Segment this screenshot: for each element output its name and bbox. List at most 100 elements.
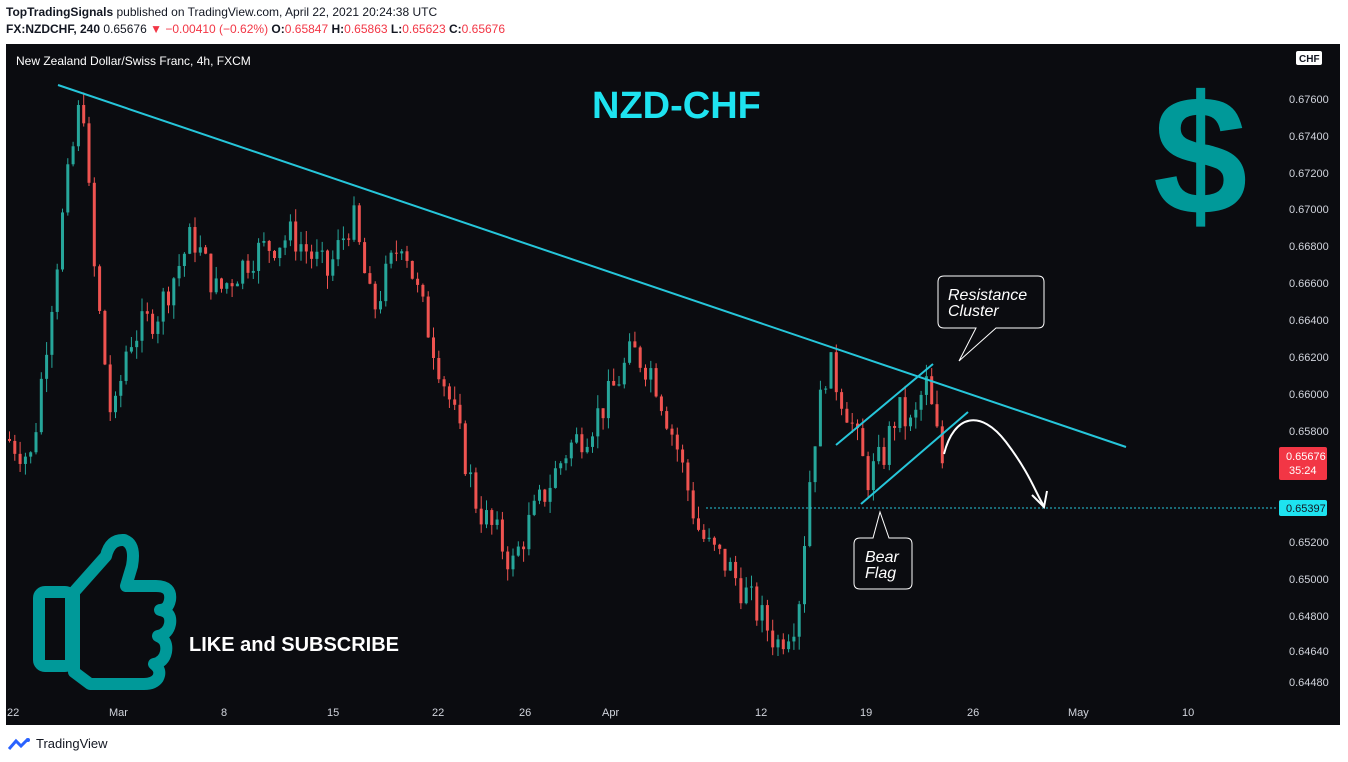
candle-body[interactable] (665, 411, 669, 429)
candle-body[interactable] (416, 278, 420, 285)
candle-body[interactable] (739, 578, 743, 604)
candle-body[interactable] (596, 408, 600, 437)
candle-body[interactable] (702, 529, 706, 539)
candle-body[interactable] (744, 587, 748, 604)
currency-badge[interactable]: CHF (1296, 51, 1322, 65)
candle-body[interactable] (352, 205, 356, 240)
candle-body[interactable] (182, 253, 186, 267)
candle-body[interactable] (273, 250, 276, 259)
candle-body[interactable] (315, 251, 319, 259)
candle-body[interactable] (553, 468, 557, 488)
candle-body[interactable] (829, 352, 833, 389)
candle-body[interactable] (474, 472, 478, 509)
candle-body[interactable] (442, 379, 446, 387)
candle-body[interactable] (495, 519, 499, 525)
candle-body[interactable] (463, 423, 467, 475)
candle-body[interactable] (241, 260, 245, 284)
candle-body[interactable] (728, 561, 732, 571)
flag-lower-line[interactable] (860, 411, 969, 505)
candle-body[interactable] (924, 376, 928, 395)
candle-body[interactable] (622, 362, 626, 385)
candle-body[interactable] (940, 426, 944, 464)
candle-body[interactable] (23, 456, 27, 464)
candle-body[interactable] (220, 278, 223, 289)
candle-body[interactable] (866, 456, 870, 491)
candle-body[interactable] (363, 242, 367, 274)
candle-body[interactable] (251, 270, 255, 273)
candle-body[interactable] (55, 269, 59, 312)
candle-body[interactable] (887, 425, 891, 465)
candle-body[interactable] (569, 442, 573, 459)
candle-body[interactable] (34, 432, 38, 453)
candle-body[interactable] (909, 417, 912, 427)
candle-body[interactable] (803, 546, 806, 605)
candle-body[interactable] (522, 546, 526, 550)
candle-body[interactable] (246, 260, 250, 273)
candle-body[interactable] (71, 146, 75, 165)
candle-body[interactable] (341, 238, 345, 241)
candle-body[interactable] (771, 630, 775, 648)
candle-body[interactable] (686, 462, 690, 491)
candle-body[interactable] (712, 537, 716, 545)
candle-body[interactable] (893, 425, 897, 428)
candle-body[interactable] (606, 380, 610, 419)
candle-body[interactable] (129, 347, 133, 352)
candle-body[interactable] (718, 544, 722, 549)
candle-body[interactable] (654, 368, 658, 397)
candle-body[interactable] (145, 311, 149, 314)
candle-body[interactable] (898, 397, 902, 428)
candle-body[interactable] (405, 251, 409, 261)
candle-body[interactable] (368, 273, 372, 284)
candle-body[interactable] (13, 440, 17, 454)
candle-body[interactable] (787, 641, 791, 650)
candle-body[interactable] (792, 636, 796, 642)
candle-body[interactable] (357, 205, 361, 243)
candle-body[interactable] (204, 247, 208, 254)
candle-body[interactable] (76, 105, 80, 147)
tradingview-footer[interactable]: TradingView (8, 736, 108, 751)
candle-body[interactable] (310, 251, 314, 259)
candle-body[interactable] (119, 380, 123, 396)
candle-body[interactable] (691, 490, 695, 519)
candle-body[interactable] (394, 252, 398, 254)
candle-body[interactable] (538, 489, 541, 501)
candle-body[interactable] (765, 605, 769, 631)
candle-body[interactable] (209, 253, 213, 293)
candle-body[interactable] (61, 212, 64, 270)
candle-body[interactable] (675, 434, 679, 450)
candle-body[interactable] (167, 291, 170, 306)
candle-body[interactable] (506, 551, 510, 570)
candle-body[interactable] (781, 639, 785, 650)
candle-body[interactable] (490, 510, 494, 525)
candle-body[interactable] (612, 380, 616, 386)
candle-body[interactable] (410, 260, 414, 279)
candle-body[interactable] (400, 251, 404, 254)
candle-body[interactable] (479, 508, 483, 525)
candle-body[interactable] (797, 604, 801, 637)
candle-body[interactable] (723, 548, 727, 571)
candle-body[interactable] (50, 311, 54, 355)
candle-body[interactable] (135, 340, 139, 348)
candle-body[interactable] (469, 472, 473, 475)
candle-body[interactable] (760, 605, 764, 621)
candle-body[interactable] (755, 586, 759, 621)
candle-body[interactable] (808, 482, 812, 547)
candle-body[interactable] (903, 397, 907, 427)
candle-body[interactable] (824, 388, 828, 390)
candle-body[interactable] (527, 514, 531, 550)
candle-body[interactable] (151, 313, 155, 334)
candle-body[interactable] (267, 240, 271, 251)
candle-body[interactable] (98, 266, 102, 311)
candle-body[interactable] (18, 453, 22, 464)
candle-body[interactable] (214, 278, 218, 293)
candle-body[interactable] (426, 296, 430, 338)
candle-body[interactable] (156, 321, 160, 334)
candle-body[interactable] (532, 500, 536, 515)
candle-body[interactable] (257, 242, 261, 271)
candle-body[interactable] (776, 639, 780, 648)
candle-body[interactable] (511, 555, 515, 570)
candle-body[interactable] (373, 283, 377, 310)
candle-body[interactable] (299, 244, 303, 252)
candle-body[interactable] (379, 301, 382, 310)
candle-body[interactable] (548, 487, 552, 502)
